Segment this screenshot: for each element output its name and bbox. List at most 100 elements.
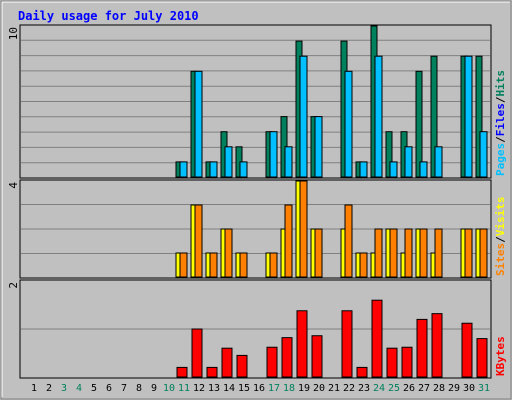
x-tick-label-day-8: 8 — [136, 383, 142, 394]
bar-kbytes-day-15 — [236, 354, 248, 378]
x-tick-label-day-27: 27 — [418, 383, 430, 394]
bar-files-day-15 — [239, 161, 248, 178]
bar-kbytes-day-17 — [266, 346, 278, 378]
bar-sites-day-20 — [314, 228, 323, 278]
bar-files-day-17 — [269, 131, 278, 178]
panel-sites: 4 Sites/Visits — [7, 179, 507, 279]
x-axis-labels: 1 2 3 4 5 6 7 8 9 10 11 12 13 14 15 16 17 18 19 20 21 22 23 24 2… — [31, 383, 490, 394]
bar-sites-day-28 — [434, 228, 443, 278]
bar-files-day-12 — [194, 70, 203, 178]
y-tick-label: 10 — [7, 27, 20, 40]
legend-entry-sites: Sites — [494, 243, 507, 276]
x-tick-label-day-24: 24 — [373, 383, 385, 394]
bar-kbytes-day-12 — [191, 328, 203, 378]
bar-files-day-20 — [314, 116, 323, 178]
x-tick-label-day-5: 5 — [91, 383, 97, 394]
x-tick-label-day-7: 7 — [121, 383, 127, 394]
x-tick-label-day-26: 26 — [403, 383, 415, 394]
x-tick-label-day-2: 2 — [46, 383, 52, 394]
bar-sites-day-26 — [404, 228, 413, 278]
bar-sites-day-13 — [209, 252, 218, 278]
bar-files-day-13 — [209, 161, 218, 178]
x-tick-label-day-12: 12 — [193, 383, 205, 394]
x-tick-label-day-4: 4 — [76, 383, 82, 394]
bar-kbytes-day-20 — [311, 335, 323, 378]
bar-sites-day-27 — [419, 228, 428, 278]
bar-hits-day-28 — [430, 55, 438, 178]
bar-sites-day-11 — [179, 252, 188, 278]
bar-files-day-14 — [224, 146, 233, 178]
bar-sites-day-23 — [359, 252, 368, 278]
x-tick-label-day-22: 22 — [343, 383, 355, 394]
bar-kbytes-day-25 — [386, 347, 398, 378]
y-tick-label: 2 — [7, 282, 20, 289]
bar-sites-day-25 — [389, 228, 398, 278]
x-tick-label-day-6: 6 — [106, 383, 112, 394]
bar-kbytes-day-13 — [206, 366, 218, 378]
bar-kbytes-day-14 — [221, 347, 233, 378]
bar-files-day-25 — [389, 161, 398, 178]
bar-hits-day-25 — [385, 131, 393, 178]
bar-hits-day-27 — [415, 70, 423, 178]
bar-files-day-30 — [464, 55, 473, 178]
bar-kbytes-day-19 — [296, 310, 308, 378]
bar-files-day-18 — [284, 146, 293, 178]
bar-kbytes-day-22 — [341, 310, 353, 378]
bar-kbytes-day-23 — [356, 366, 368, 378]
x-tick-label-day-17: 17 — [268, 383, 280, 394]
x-tick-label-day-28: 28 — [433, 383, 445, 394]
bar-sites-day-17 — [269, 252, 278, 278]
bar-kbytes-day-26 — [401, 346, 413, 378]
x-tick-label-day-30: 30 — [463, 383, 475, 394]
bar-files-day-22 — [344, 70, 353, 178]
bar-sites-day-22 — [344, 204, 353, 278]
x-tick-label-day-11: 11 — [178, 383, 190, 394]
bar-kbytes-day-31 — [476, 338, 488, 378]
bar-files-day-24 — [374, 55, 383, 178]
legend-entry-hits: Hits — [494, 70, 507, 97]
bar-sites-day-14 — [224, 228, 233, 278]
bar-sites-day-19 — [299, 180, 308, 278]
bar-files-day-27 — [419, 161, 428, 178]
x-tick-label-day-3: 3 — [61, 383, 67, 394]
x-tick-label-day-15: 15 — [238, 383, 250, 394]
x-tick-label-day-13: 13 — [208, 383, 220, 394]
legend-separator: / — [494, 96, 507, 103]
x-tick-label-day-25: 25 — [388, 383, 400, 394]
x-tick-label-day-21: 21 — [328, 383, 340, 394]
x-tick-label-day-20: 20 — [313, 383, 325, 394]
legend: KBytes — [494, 336, 507, 376]
legend-entry-pages: Pages — [494, 143, 507, 176]
bar-kbytes-day-11 — [176, 366, 188, 378]
x-tick-label-day-1: 1 — [31, 383, 37, 394]
bar-files-day-26 — [404, 146, 413, 178]
x-tick-label-day-31: 31 — [478, 383, 490, 394]
x-tick-label-day-9: 9 — [151, 383, 157, 394]
bar-sites-day-15 — [239, 252, 248, 278]
bar-sites-day-18 — [284, 204, 293, 278]
x-tick-label-day-18: 18 — [283, 383, 295, 394]
y-tick-label: 4 — [7, 182, 20, 189]
x-tick-label-day-10: 10 — [163, 383, 175, 394]
bar-kbytes-day-30 — [461, 322, 473, 378]
legend-entry-kbytes: KBytes — [494, 336, 507, 376]
bar-files-day-31 — [479, 131, 488, 178]
x-tick-label-day-14: 14 — [223, 383, 235, 394]
bar-files-day-23 — [359, 161, 368, 178]
bar-files-day-11 — [179, 161, 188, 178]
x-tick-label-day-19: 19 — [298, 383, 310, 394]
legend-separator: / — [494, 236, 507, 243]
legend-entry-files: Files — [494, 103, 507, 136]
bar-sites-day-31 — [479, 228, 488, 278]
legend-entry-visits: Visits — [494, 197, 507, 237]
bar-sites-day-24 — [374, 228, 383, 278]
x-tick-label-day-16: 16 — [253, 383, 265, 394]
bar-kbytes-day-24 — [371, 299, 383, 378]
panel-kbytes: 2 KBytes — [7, 279, 507, 379]
bar-kbytes-day-28 — [431, 313, 443, 378]
bar-files-day-19 — [299, 55, 308, 178]
